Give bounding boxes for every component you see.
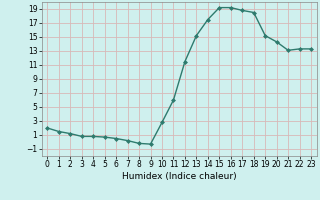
X-axis label: Humidex (Indice chaleur): Humidex (Indice chaleur) <box>122 172 236 181</box>
